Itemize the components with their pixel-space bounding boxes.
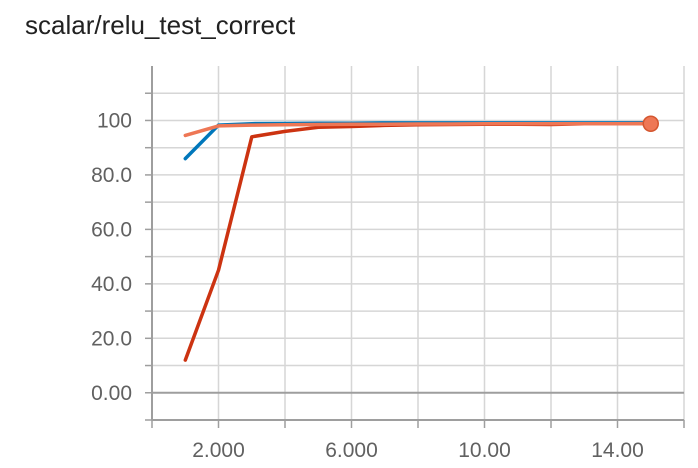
y-tick-label: 100 [97, 109, 132, 132]
x-tick-label: 14.00 [591, 439, 644, 462]
tick-labels: 0.00 20.0 40.0 60.0 80.0 100 2.000 6.000 10.00 14… [91, 109, 644, 462]
series-group [183, 115, 659, 362]
y-tick-label: 20.0 [91, 327, 132, 350]
y-tick-label: 60.0 [91, 218, 132, 241]
x-tick-label: 2.000 [192, 439, 245, 462]
axes [145, 66, 685, 428]
x-tick-label: 10.00 [458, 439, 511, 462]
series-line-2 [183, 121, 653, 138]
chart-title: scalar/relu_test_correct [25, 10, 296, 40]
x-tick-label: 6.000 [325, 439, 378, 462]
grid [152, 66, 685, 421]
series-end-marker [642, 115, 659, 132]
y-tick-label: 40.0 [91, 273, 132, 296]
y-tick-label: 0.00 [91, 382, 132, 405]
y-tick-label: 80.0 [91, 164, 132, 187]
